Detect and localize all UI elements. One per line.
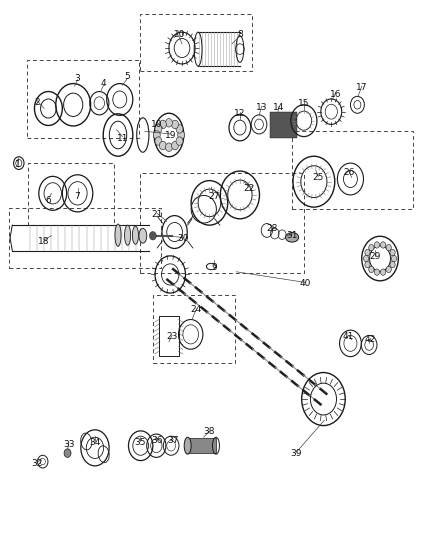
Text: 30: 30	[177, 235, 189, 244]
Text: 1: 1	[15, 160, 21, 169]
Circle shape	[155, 125, 162, 133]
Text: 14: 14	[273, 103, 285, 112]
Circle shape	[176, 125, 183, 133]
Bar	[9, 208, 161, 268]
Text: 28: 28	[266, 224, 278, 233]
Text: 15: 15	[298, 99, 310, 108]
Circle shape	[374, 242, 380, 248]
Text: 17: 17	[356, 83, 367, 92]
Text: 4: 4	[101, 79, 106, 88]
Circle shape	[166, 143, 173, 151]
Circle shape	[381, 269, 386, 276]
Text: 20: 20	[173, 30, 185, 39]
Circle shape	[369, 245, 374, 251]
Circle shape	[364, 255, 369, 262]
Ellipse shape	[286, 232, 299, 242]
Text: 21: 21	[152, 210, 163, 219]
Text: 5: 5	[125, 72, 131, 81]
Text: 42: 42	[365, 335, 376, 344]
Text: 31: 31	[286, 231, 298, 240]
Text: 29: 29	[369, 253, 381, 262]
Circle shape	[369, 266, 374, 272]
Text: 2: 2	[34, 98, 40, 107]
Text: 6: 6	[46, 196, 51, 205]
Circle shape	[178, 131, 185, 139]
Bar	[28, 163, 114, 225]
Ellipse shape	[139, 228, 147, 243]
Text: 38: 38	[204, 427, 215, 437]
Ellipse shape	[184, 437, 191, 454]
Text: 9: 9	[211, 263, 217, 272]
Text: 32: 32	[32, 459, 43, 469]
Circle shape	[390, 249, 395, 256]
Text: 27: 27	[208, 192, 219, 201]
Bar	[159, 316, 179, 356]
Circle shape	[365, 261, 370, 268]
Circle shape	[390, 261, 395, 268]
Text: 37: 37	[168, 436, 179, 445]
Bar	[153, 295, 235, 363]
Text: 8: 8	[237, 30, 243, 39]
Text: 3: 3	[74, 74, 81, 83]
Bar	[292, 131, 413, 209]
Text: 18: 18	[38, 237, 50, 246]
Circle shape	[172, 141, 179, 150]
Text: 24: 24	[191, 305, 202, 314]
Text: 12: 12	[234, 109, 246, 118]
Circle shape	[166, 118, 173, 127]
Bar	[187, 438, 216, 453]
Text: 7: 7	[74, 192, 81, 201]
Circle shape	[374, 269, 380, 276]
Text: 39: 39	[291, 449, 302, 458]
Circle shape	[386, 245, 391, 251]
Text: 11: 11	[117, 134, 128, 143]
Circle shape	[381, 242, 386, 248]
Text: 13: 13	[256, 103, 268, 112]
Circle shape	[153, 131, 160, 139]
Text: 25: 25	[313, 173, 324, 182]
Circle shape	[386, 266, 391, 272]
Circle shape	[159, 120, 166, 128]
Bar	[140, 14, 252, 71]
Text: 26: 26	[343, 167, 354, 176]
Text: 40: 40	[300, 279, 311, 288]
Circle shape	[391, 255, 396, 262]
Text: 41: 41	[343, 332, 354, 341]
Text: 34: 34	[89, 438, 101, 447]
Bar	[270, 112, 297, 138]
Bar	[140, 173, 304, 273]
Text: 33: 33	[63, 440, 74, 449]
Text: 35: 35	[134, 438, 145, 447]
Ellipse shape	[124, 225, 131, 245]
Text: 10: 10	[152, 120, 163, 129]
Circle shape	[155, 137, 162, 146]
Circle shape	[176, 137, 183, 146]
Text: 36: 36	[152, 436, 163, 445]
Text: 22: 22	[243, 183, 254, 192]
Text: 16: 16	[330, 90, 341, 99]
Text: 19: 19	[165, 131, 176, 140]
Circle shape	[149, 231, 156, 240]
Bar	[27, 60, 139, 138]
Circle shape	[172, 120, 179, 128]
Text: 23: 23	[166, 332, 178, 341]
Ellipse shape	[115, 224, 121, 246]
Circle shape	[64, 449, 71, 457]
Circle shape	[159, 141, 166, 150]
Ellipse shape	[132, 226, 138, 244]
Circle shape	[365, 249, 370, 256]
